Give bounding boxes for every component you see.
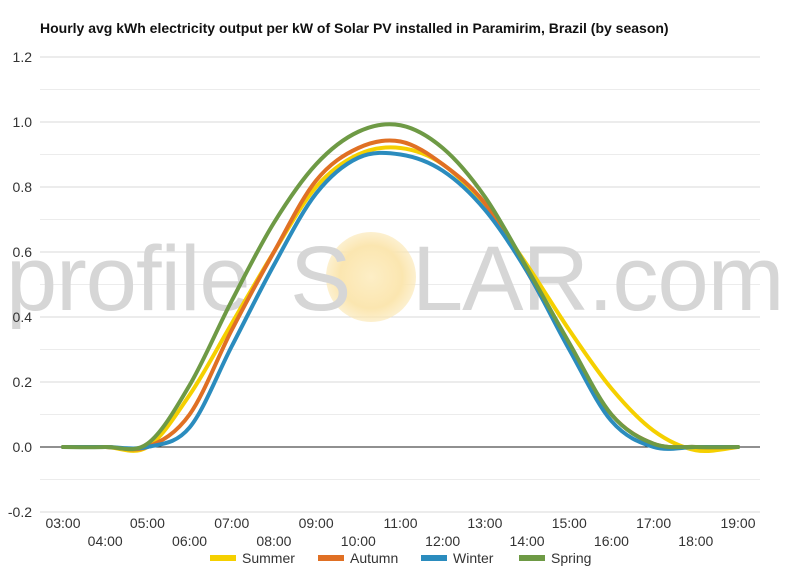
x-tick-label: 11:00 [384, 515, 418, 531]
legend-swatch [318, 555, 344, 561]
watermark: profile S LAR.com [6, 228, 784, 330]
legend-label: Spring [551, 550, 591, 566]
x-tick-label: 18:00 [678, 533, 713, 549]
x-tick-label: 04:00 [88, 533, 123, 549]
legend-label: Summer [242, 550, 295, 566]
series-line-winter [61, 150, 740, 451]
x-tick-label: 16:00 [594, 533, 629, 549]
series-line-spring [61, 122, 740, 452]
legend-item-summer[interactable]: Summer [210, 550, 295, 566]
watermark-sun [326, 232, 416, 322]
y-tick-label: 0.2 [13, 374, 33, 390]
legend-swatch [421, 555, 447, 561]
x-tick-label: 06:00 [172, 533, 207, 549]
y-tick-label: 0.0 [13, 439, 33, 455]
x-tick-label: 10:00 [341, 533, 376, 549]
x-tick-label: 03:00 [45, 515, 80, 531]
legend-item-autumn[interactable]: Autumn [318, 550, 398, 566]
x-tick-label: 12:00 [425, 533, 460, 549]
y-tick-label: 0.6 [13, 244, 33, 260]
x-axis-ticks: 03:00 05:00 07:00 09:00 11:00 13:00 15:00 17:00… [45, 515, 755, 549]
x-tick-label: 19:00 [720, 515, 755, 531]
watermark-text-left: profile [6, 228, 250, 330]
legend-item-winter[interactable]: Winter [421, 550, 494, 566]
watermark-text-s: S [290, 228, 350, 330]
series-line-summer [61, 145, 740, 453]
series-lines [61, 122, 740, 453]
x-tick-label: 07:00 [214, 515, 249, 531]
y-tick-label: 0.8 [13, 179, 33, 195]
x-tick-label: 05:00 [130, 515, 165, 531]
legend-label: Winter [453, 550, 494, 566]
y-tick-label: 0.4 [13, 309, 33, 325]
x-tick-label: 14:00 [510, 533, 545, 549]
y-tick-label: -0.2 [8, 504, 32, 520]
legend-swatch [519, 555, 545, 561]
y-tick-label: 1.2 [13, 49, 33, 65]
legend: Summer Autumn Winter Spring [210, 550, 591, 566]
watermark-text-right: LAR.com [412, 228, 783, 330]
legend-item-spring[interactable]: Spring [519, 550, 591, 566]
x-tick-label: 17:00 [636, 515, 671, 531]
grid [40, 56, 760, 513]
x-tick-label: 09:00 [299, 515, 334, 531]
y-axis-ticks: 1.2 1.0 0.8 0.6 0.4 0.2 0.0 -0.2 [8, 49, 32, 520]
legend-label: Autumn [350, 550, 398, 566]
x-tick-label: 15:00 [552, 515, 587, 531]
x-tick-label: 13:00 [467, 515, 502, 531]
x-tick-label: 08:00 [256, 533, 291, 549]
legend-swatch [210, 555, 236, 561]
y-tick-label: 1.0 [13, 114, 33, 130]
chart-title: Hourly avg kWh electricity output per kW… [40, 20, 669, 36]
